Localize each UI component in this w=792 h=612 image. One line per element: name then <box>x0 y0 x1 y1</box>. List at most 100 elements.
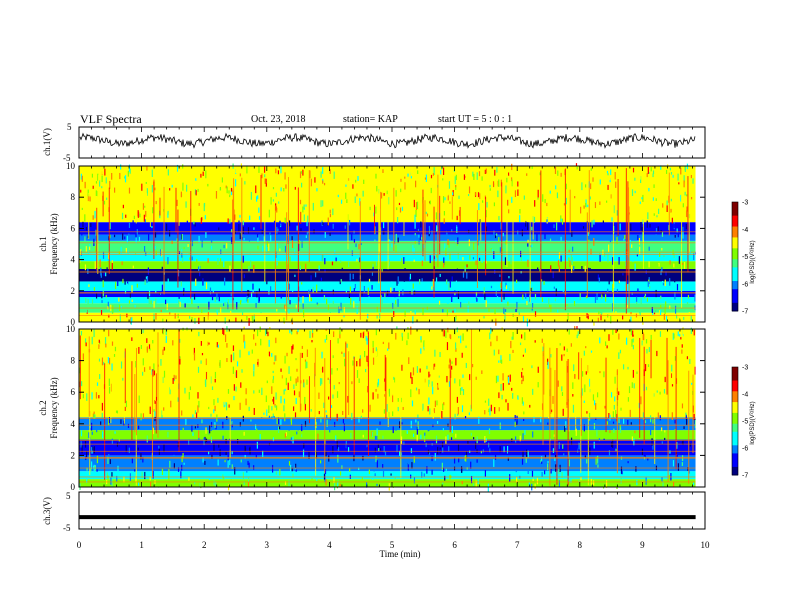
spectrogram-speckle <box>434 452 436 461</box>
spectrogram-speckle <box>185 201 187 208</box>
spectrogram-speckle <box>580 206 582 214</box>
spectrogram-speckle <box>358 467 360 471</box>
spectrogram-speckle <box>114 281 117 290</box>
spectrogram-speckle <box>337 454 339 463</box>
spectrogram-speckle <box>122 377 124 381</box>
spectrogram-speckle <box>422 307 424 316</box>
spectrogram-speckle <box>204 460 206 465</box>
spectrogram-speckle <box>459 387 462 395</box>
spectrogram-speckle <box>199 272 201 277</box>
spectrogram-speckle <box>433 408 435 414</box>
spectrogram-speckle <box>272 370 274 374</box>
spectrogram-sferic <box>459 206 461 225</box>
spectrogram-speckle <box>250 191 252 200</box>
spectrogram-speckle <box>400 397 403 403</box>
spectrogram-speckle <box>350 432 352 439</box>
freq-tick-label: 4 <box>71 255 76 265</box>
spectrogram-sferic <box>667 360 669 482</box>
spectrogram-speckle <box>376 483 378 486</box>
spectrogram-sferic <box>353 356 355 455</box>
spectrogram-speckle <box>207 258 209 263</box>
spectrogram-line <box>79 292 696 294</box>
spectrogram-speckle <box>297 376 299 383</box>
spectrogram-speckle <box>576 166 578 170</box>
spectrogram-speckle <box>247 430 249 434</box>
spectrogram-speckle <box>672 174 674 178</box>
spectrogram-speckle <box>311 339 313 343</box>
spectrogram-speckle <box>201 239 203 248</box>
spectrogram-speckle <box>307 215 309 223</box>
spectrogram-sferic <box>135 347 137 436</box>
spectrogram-speckle <box>443 218 445 224</box>
spectrogram-speckle <box>278 201 280 204</box>
spectrogram-sferic <box>96 207 98 271</box>
spectrogram-speckle <box>333 331 335 338</box>
spectrogram-speckle <box>371 431 374 438</box>
spectrogram-speckle <box>335 180 337 187</box>
spectrogram-speckle <box>153 363 155 371</box>
spectrogram-speckle <box>423 348 425 351</box>
spectrogram-speckle <box>188 477 190 481</box>
spectrogram-speckle <box>531 365 533 369</box>
spectrogram-sferic <box>108 187 110 274</box>
spectrogram-speckle <box>584 384 586 393</box>
spectrogram-speckle <box>454 290 456 293</box>
spectrogram-speckle <box>374 447 376 453</box>
colorbar-swatch <box>732 275 738 279</box>
spectrogram-speckle <box>216 342 218 348</box>
freq-tick-label: 8 <box>71 192 76 202</box>
spectrogram-speckle <box>159 388 161 392</box>
spectrogram-speckle <box>283 317 285 323</box>
spectrogram-speckle <box>332 247 335 253</box>
spectrogram-speckle <box>388 342 390 350</box>
spectrogram-speckle <box>646 220 648 228</box>
spectrogram-speckle <box>366 337 368 345</box>
spectrogram-speckle <box>375 173 377 179</box>
spectrogram-speckle <box>354 196 356 203</box>
spectrogram-speckle <box>510 340 512 349</box>
spectrogram-speckle <box>238 224 240 232</box>
spectrogram-speckle <box>623 418 625 424</box>
spectrogram-speckle <box>292 436 294 444</box>
spectrogram-speckle <box>501 333 503 340</box>
spectrogram-speckle <box>531 166 533 169</box>
spectrogram-speckle <box>639 451 641 455</box>
spectrogram-speckle <box>662 282 665 286</box>
spectrogram-speckle <box>614 376 616 384</box>
spectrogram-speckle <box>424 174 426 180</box>
spectrogram-speckle <box>572 404 575 413</box>
spectrogram-sferic <box>359 201 361 320</box>
spectrogram-speckle <box>632 338 634 343</box>
spectrogram-speckle <box>537 197 539 200</box>
spectrogram-sferic <box>437 174 439 268</box>
spectrogram-speckle <box>268 243 270 251</box>
spectrogram-speckle <box>88 246 91 250</box>
spectrogram-speckle <box>422 403 424 411</box>
freq-tick-label: 6 <box>71 387 76 397</box>
spectrogram-speckle <box>233 352 235 361</box>
spectrogram-speckle <box>208 335 210 341</box>
spectrogram-speckle <box>414 310 416 315</box>
spectrogram-speckle <box>598 277 600 283</box>
spectrogram-speckle <box>443 402 445 406</box>
spectrogram-speckle <box>351 233 353 241</box>
spectrogram-speckle <box>570 437 573 446</box>
spectrogram-speckle <box>81 231 83 236</box>
spectrogram-speckle <box>376 185 378 192</box>
spectrogram-line <box>79 443 696 445</box>
spectrogram-speckle <box>332 223 334 229</box>
spectrogram-speckle <box>372 347 374 354</box>
spectrogram-speckle <box>243 431 245 436</box>
spectrogram-speckle <box>411 400 414 407</box>
colorbar-swatch <box>732 412 738 417</box>
spectrogram-speckle <box>257 183 259 188</box>
spectrogram-speckle <box>142 431 144 438</box>
spectrogram-speckle <box>383 193 385 196</box>
spectrogram-speckle <box>676 395 678 403</box>
spectrogram-speckle <box>627 397 630 402</box>
spectrogram-sferic <box>104 363 106 480</box>
spectrogram-speckle <box>522 433 524 441</box>
spectrogram-speckle <box>531 303 534 308</box>
spectrogram-speckle <box>283 187 285 192</box>
spectrogram-speckle <box>470 461 472 469</box>
